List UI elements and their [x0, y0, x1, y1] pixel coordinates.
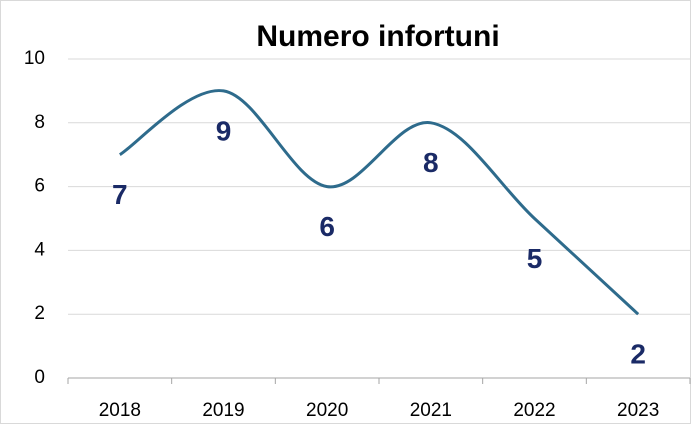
x-tick-label: 2022	[513, 400, 555, 421]
y-tick-label: 0	[34, 367, 45, 388]
data-label: 6	[319, 211, 335, 242]
data-label: 8	[423, 147, 439, 178]
y-tick-label: 8	[34, 112, 45, 133]
y-tick-label: 6	[34, 176, 45, 197]
x-tick-label: 2019	[202, 400, 244, 421]
x-tick-label: 2018	[99, 400, 141, 421]
y-tick-label: 4	[34, 239, 45, 260]
x-tick-label: 2021	[410, 400, 452, 421]
chart-title: Numero infortuni	[256, 20, 499, 53]
data-label: 9	[216, 115, 232, 146]
data-label: 7	[112, 179, 128, 210]
y-tick-label: 10	[24, 48, 45, 69]
x-tick-label: 2023	[617, 400, 659, 421]
data-label: 5	[527, 243, 543, 274]
x-tick-label: 2020	[306, 400, 348, 421]
y-tick-label: 2	[34, 303, 45, 324]
data-label: 2	[630, 339, 646, 370]
line	[119, 89, 640, 316]
